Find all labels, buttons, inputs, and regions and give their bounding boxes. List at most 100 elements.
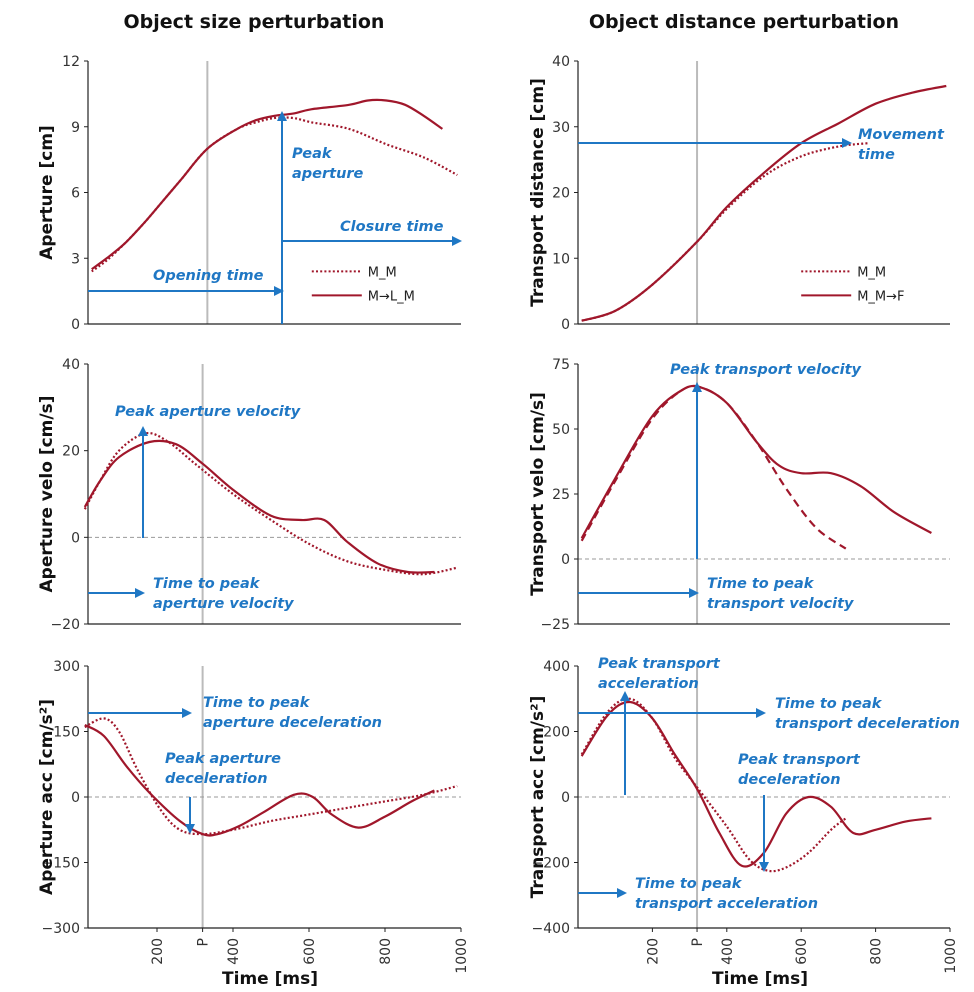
y-tick-label: 75 xyxy=(552,357,570,373)
y-tick-label: 400 xyxy=(543,659,570,675)
series-m-l-m-line xyxy=(91,98,444,271)
x-tick-label: 600 xyxy=(794,938,810,965)
y-tick-label: 0 xyxy=(71,530,80,546)
annotation-label: Peak transport velocity xyxy=(670,362,862,378)
panel-grid: 0 3 6 9 12 Aperture [cm] M_M M→L_M Peak aperture C… xyxy=(37,54,960,974)
annotation-label: Time to peak transport deceleration xyxy=(775,696,960,732)
column-title-size: Object size perturbation xyxy=(124,11,385,33)
annotation-label: Time to peak aperture deceleration xyxy=(203,695,382,731)
y-tick-label: −25 xyxy=(540,617,570,633)
x-axis-label-left: Time [ms] xyxy=(222,969,318,989)
annotation-label: Closure time xyxy=(340,219,444,235)
annotation-label: Peak aperture xyxy=(292,146,364,182)
y-tick-label: −20 xyxy=(50,617,80,633)
annotation-line: Peak transport xyxy=(738,752,861,768)
y-axis-label: Transport acc [cm/s²] xyxy=(528,696,548,899)
legend-label: M_M xyxy=(857,265,886,280)
annotation-line: Time to peak xyxy=(153,576,261,592)
annotation-line: Peak xyxy=(292,146,333,162)
legend-label: M_M→F xyxy=(857,289,904,304)
annotation-line: Closure time xyxy=(340,219,444,235)
y-tick-label: 20 xyxy=(62,444,80,460)
y-tick-label: 40 xyxy=(552,54,570,70)
x-tick-label: P xyxy=(690,938,706,946)
annotation-label: Peak aperture deceleration xyxy=(165,751,281,787)
y-tick-label: 30 xyxy=(552,120,570,136)
annotation-line: Time to peak xyxy=(775,696,883,712)
x-tick-label: 1000 xyxy=(454,938,470,974)
x-tick-label: 400 xyxy=(720,938,736,965)
panel-transport_velo: −25 0 25 50 75 Transport velo [cm/s] Peak tran… xyxy=(528,357,950,633)
panel-aperture_velo: −20 0 20 40 Aperture velo [cm/s] Peak apertur… xyxy=(37,357,461,633)
annotation-label: Movement time xyxy=(858,127,945,163)
x-tick-label: 800 xyxy=(869,938,885,965)
annotation-line: acceleration xyxy=(598,676,699,692)
series-m-m-line xyxy=(580,697,847,873)
annotation-line: aperture velocity xyxy=(153,596,294,612)
series-m-m-line xyxy=(83,431,458,576)
annotation-line: Opening time xyxy=(153,268,264,284)
annotation-line: time xyxy=(858,147,895,163)
annotation-label: Peak aperture velocity xyxy=(115,404,301,420)
y-tick-label: 0 xyxy=(561,790,570,806)
panel-transport_acc: −400 −200 0 200 400 200 P 400 600 800 1000 Transpor… xyxy=(528,656,960,974)
annotation-line: Peak aperture xyxy=(165,751,281,767)
y-tick-label: 0 xyxy=(71,317,80,333)
series-m-m-f-line xyxy=(580,384,932,539)
annotation-line: Time to peak xyxy=(203,695,311,711)
column-title-distance: Object distance perturbation xyxy=(589,11,899,33)
annotation-line: Peak transport velocity xyxy=(670,362,862,378)
x-axis-label-right: Time [ms] xyxy=(712,969,808,989)
annotation-label: Time to peak transport acceleration xyxy=(635,876,818,912)
x-tick-label: 1000 xyxy=(943,938,959,974)
annotation-line: transport velocity xyxy=(707,596,854,612)
annotation-line: Movement xyxy=(858,127,945,143)
y-tick-label: 20 xyxy=(552,186,570,202)
annotation-line: transport acceleration xyxy=(635,896,818,912)
annotation-line: Peak aperture velocity xyxy=(115,404,301,420)
annotation-line: Peak transport xyxy=(598,656,721,672)
x-tick-label: 600 xyxy=(302,938,318,965)
panel-aperture_acc: −300 −150 0 150 300 200 P 400 600 800 1000 Aperture… xyxy=(37,659,470,974)
y-tick-label: 25 xyxy=(552,487,570,503)
annotation-line: aperture xyxy=(292,166,364,182)
legend-label: M_M xyxy=(368,265,397,280)
series-m-m-line xyxy=(581,142,869,322)
x-tick-label: 400 xyxy=(226,938,242,965)
y-axis-label: Transport velo [cm/s] xyxy=(528,392,548,596)
y-tick-label: 0 xyxy=(561,552,570,568)
series-m-l-m-line xyxy=(84,724,435,837)
annotation-label: Peak transport deceleration xyxy=(738,752,861,788)
series-m-m-f-line xyxy=(581,84,947,322)
y-tick-label: 3 xyxy=(71,251,80,267)
y-tick-label: −300 xyxy=(42,921,80,937)
annotation-label: Opening time xyxy=(153,268,264,284)
annotation-line: aperture deceleration xyxy=(203,715,382,731)
y-tick-label: 300 xyxy=(53,659,80,675)
panel-aperture: 0 3 6 9 12 Aperture [cm] M_M M→L_M Peak aperture C… xyxy=(37,54,462,333)
y-axis-label: Aperture velo [cm/s] xyxy=(37,396,57,593)
y-tick-label: 0 xyxy=(561,317,570,333)
y-axis-label: Transport distance [cm] xyxy=(528,78,548,307)
annotation-line: deceleration xyxy=(165,771,268,787)
x-tick-label: 200 xyxy=(150,938,166,965)
y-tick-label: −150 xyxy=(42,856,80,872)
legend-label: M→L_M xyxy=(368,289,415,304)
y-tick-label: 40 xyxy=(62,357,80,373)
annotation-line: Time to peak xyxy=(707,576,815,592)
annotation-line: deceleration xyxy=(738,772,841,788)
y-tick-label: 50 xyxy=(552,422,570,438)
x-tick-label: 200 xyxy=(645,938,661,965)
y-tick-label: 9 xyxy=(71,120,80,136)
y-tick-label: 0 xyxy=(71,790,80,806)
x-tick-label: P xyxy=(196,938,212,946)
y-axis-label: Aperture [cm] xyxy=(37,125,57,260)
y-tick-label: 6 xyxy=(71,186,80,202)
annotation-line: Time to peak xyxy=(635,876,743,892)
y-tick-label: 10 xyxy=(552,251,570,267)
y-tick-label: 200 xyxy=(543,725,570,741)
annotation-label: Time to peak transport velocity xyxy=(707,576,854,612)
series-m-m-f-line xyxy=(580,700,932,868)
